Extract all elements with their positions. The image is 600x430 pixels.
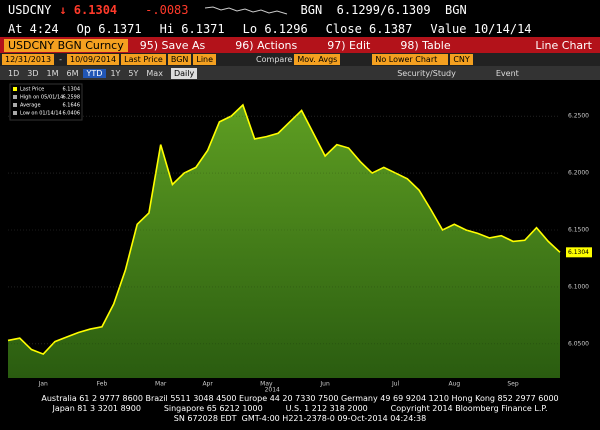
bid-ask: BGN 6.1299/6.1309 BGN [300, 3, 467, 17]
footer-line: Japan 81 3 3201 8900 Singapore 65 6212 1… [52, 404, 548, 413]
period-button[interactable]: 1M [46, 68, 59, 78]
x-tick-label: Sep [507, 381, 519, 388]
footer-line: Australia 61 2 9777 8600 Brazil 5511 304… [41, 394, 559, 403]
quote-line: USDCNY ↓ 6.1304 -.0083 BGN 6.1299/6.1309… [0, 0, 600, 20]
legend-value: 6.1304 [63, 87, 81, 93]
legend-value: 6.2598 [63, 95, 81, 101]
stat: Hi 6.1371 [159, 21, 225, 36]
security-field[interactable]: USDCNY BGN Curncy [4, 38, 128, 52]
legend-swatch [13, 87, 17, 91]
legend-value: 6.0406 [63, 111, 81, 117]
period-button[interactable]: 3D [27, 68, 39, 78]
footer: Australia 61 2 9777 8600 Brazil 5511 304… [0, 394, 600, 424]
stat: Lo 6.1296 [242, 21, 308, 36]
footer-line: SN 672028 EDT GMT-4:00 H221-2378-0 09-Oc… [173, 414, 427, 423]
menu-button[interactable]: 97) Edit [327, 38, 371, 52]
mov-avgs[interactable]: Mov. Avgs [294, 54, 341, 65]
ticker: USDCNY [8, 3, 52, 17]
currency[interactable]: CNY [450, 54, 473, 65]
chart: 6.0500 6.1000 6.1500 6.2000 6.2500 Jan Feb Mar A… [7, 82, 592, 394]
view-title: Line Chart [535, 38, 592, 52]
legend-label: High on 05/01/14 [20, 95, 63, 101]
legend-label: Last Price [20, 87, 44, 93]
compare[interactable]: Compare [256, 55, 293, 64]
x-tick-label: Feb [97, 381, 108, 388]
lower-chart[interactable]: No Lower Chart [372, 54, 449, 65]
stat: Close 6.1387 [325, 21, 413, 36]
menu-button[interactable]: 98) Table [400, 38, 451, 52]
legend-box [9, 83, 83, 121]
period-button[interactable]: 5Y [128, 68, 139, 78]
stat: Value 10/14/14 [430, 21, 532, 36]
y-tick-label: 6.1500 [568, 227, 589, 234]
x-tick-label: Apr [202, 381, 213, 388]
setting-field[interactable]: BGN [167, 54, 192, 65]
x-tick-label: Jul [391, 381, 400, 388]
period-button[interactable]: 1D [8, 68, 20, 78]
settings-bar: 12/31/2013-10/09/2014 Last Price BGN Line C… [0, 53, 600, 66]
setting-field[interactable]: 10/09/2014 [67, 54, 120, 65]
setting-field[interactable]: Last Price [121, 54, 166, 65]
y-tick-label: 6.1000 [568, 283, 589, 290]
legend-label: Average [20, 103, 41, 109]
x-tick-label: May [260, 381, 273, 388]
menu-bar: USDCNY BGN Curncy 95) Save As 96) Actions… [0, 37, 600, 53]
period-button[interactable]: 1Y [110, 68, 121, 78]
stat: At 4:24 [8, 21, 59, 36]
sparkline [204, 6, 287, 15]
legend-value: 6.1646 [63, 103, 81, 109]
price-line [7, 103, 561, 356]
legend-swatch [13, 103, 17, 107]
study[interactable]: Security/Study [397, 68, 456, 78]
stat: Op 6.1371 [76, 21, 142, 36]
x-axis-label: 2014 [265, 387, 280, 394]
frequency[interactable]: Daily [170, 67, 198, 79]
y-tick-label: 6.0500 [568, 340, 589, 347]
setting-field[interactable]: - [59, 55, 62, 64]
period-bar: 1D 3D 1M 6M YTD 1Y 5Y Max Daily Security/Study … [0, 66, 600, 80]
event[interactable]: Event [495, 68, 519, 78]
menu-button[interactable]: 96) Actions [235, 38, 298, 52]
legend-swatch [13, 111, 17, 115]
legend-swatch [13, 95, 17, 99]
period-button[interactable]: YTD [82, 68, 107, 78]
setting-field[interactable]: Line [193, 54, 217, 65]
last-price-label: 6.1304 [568, 249, 589, 256]
area [8, 104, 560, 379]
last-price-tag [566, 247, 592, 258]
legend-label: Low on 01/14/14 [20, 111, 62, 117]
menu-button[interactable]: 95) Save As [139, 38, 206, 52]
last-price: ↓ 6.1304 [59, 3, 118, 17]
y-tick-label: 6.2500 [568, 113, 589, 120]
period-button[interactable]: 6M [66, 68, 79, 78]
change: -.0083 [145, 3, 189, 17]
stats-line: At 4:24 Op 6.1371 Hi 6.1371 Lo 6.1296 Close … [0, 20, 600, 37]
x-tick-label: Jan [38, 381, 48, 388]
x-tick-label: Jun [319, 381, 330, 388]
x-tick-label: Mar [155, 381, 167, 388]
y-tick-label: 6.2000 [568, 170, 589, 177]
setting-field[interactable]: 12/31/2013 [2, 54, 55, 65]
x-tick-label: Aug [448, 381, 460, 388]
period-button[interactable]: Max [146, 68, 163, 78]
